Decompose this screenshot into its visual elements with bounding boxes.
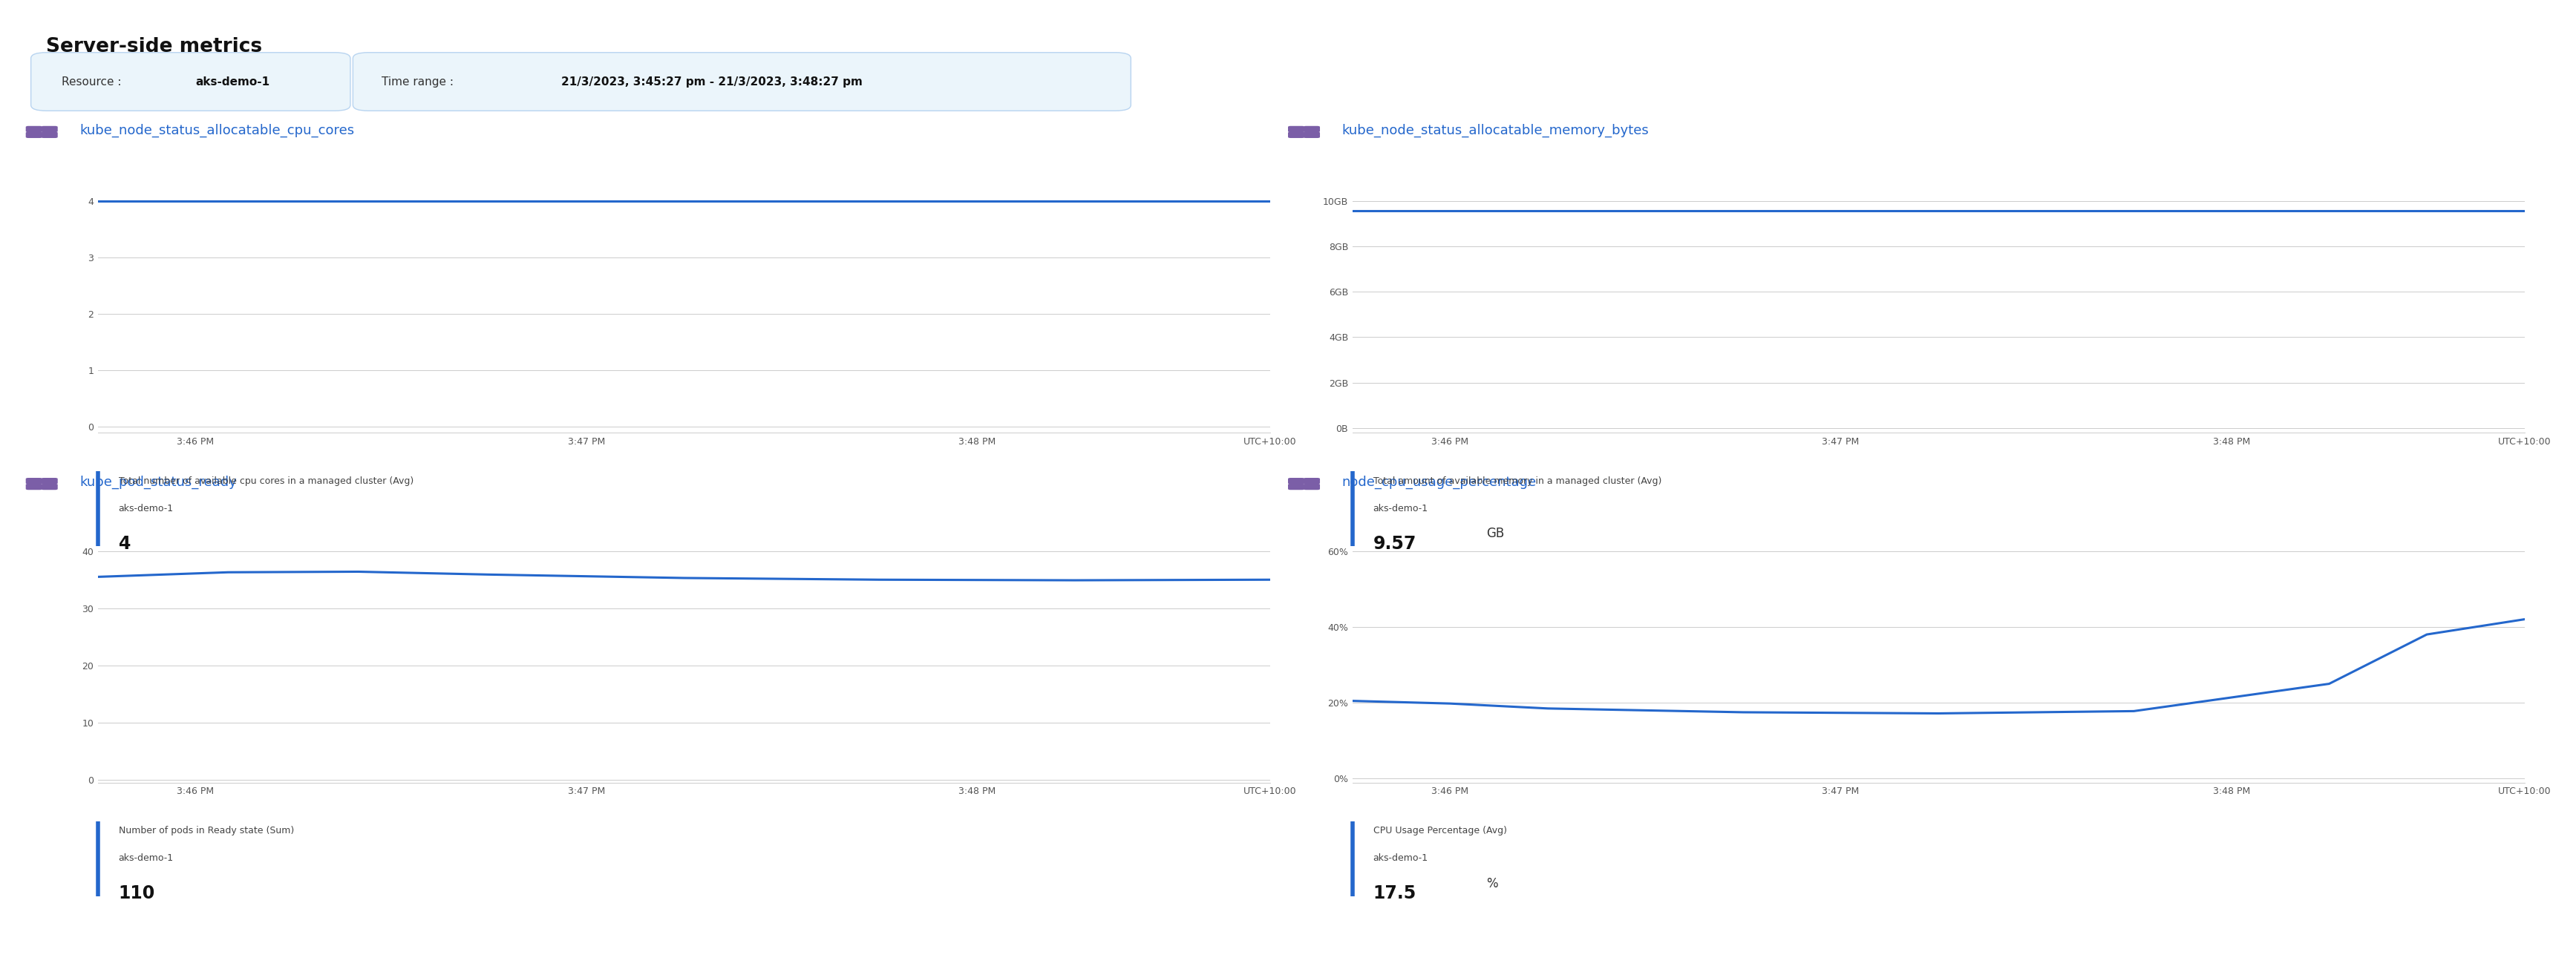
FancyBboxPatch shape: [31, 52, 350, 111]
FancyBboxPatch shape: [41, 126, 57, 132]
FancyBboxPatch shape: [26, 132, 41, 138]
Text: Time range :: Time range :: [381, 76, 456, 87]
FancyBboxPatch shape: [1303, 478, 1319, 484]
Text: 110: 110: [118, 885, 155, 902]
Text: node_cpu_usage_percentage: node_cpu_usage_percentage: [1342, 475, 1538, 489]
Text: 21/3/2023, 3:45:27 pm - 21/3/2023, 3:48:27 pm: 21/3/2023, 3:45:27 pm - 21/3/2023, 3:48:…: [562, 76, 863, 87]
Text: aks-demo-1: aks-demo-1: [196, 76, 270, 87]
Text: CPU Usage Percentage (Avg): CPU Usage Percentage (Avg): [1373, 826, 1507, 836]
Text: %: %: [1486, 877, 1499, 890]
Text: Resource :: Resource :: [62, 76, 126, 87]
FancyBboxPatch shape: [1288, 478, 1303, 484]
FancyBboxPatch shape: [41, 484, 57, 490]
FancyBboxPatch shape: [26, 478, 41, 484]
FancyBboxPatch shape: [1303, 132, 1319, 138]
FancyBboxPatch shape: [1303, 484, 1319, 490]
Text: Number of pods in Ready state (Sum): Number of pods in Ready state (Sum): [118, 826, 294, 836]
Text: Total amount of available memory in a managed cluster (Avg): Total amount of available memory in a ma…: [1373, 476, 1662, 486]
FancyBboxPatch shape: [1288, 132, 1303, 138]
Text: 4: 4: [118, 535, 131, 552]
Text: Server-side metrics: Server-side metrics: [46, 37, 263, 56]
Text: 17.5: 17.5: [1373, 885, 1417, 902]
Text: kube_pod_status_ready: kube_pod_status_ready: [80, 475, 237, 489]
Text: kube_node_status_allocatable_cpu_cores: kube_node_status_allocatable_cpu_cores: [80, 123, 355, 137]
FancyBboxPatch shape: [41, 478, 57, 484]
FancyBboxPatch shape: [26, 126, 41, 132]
Text: Total number of available cpu cores in a managed cluster (Avg): Total number of available cpu cores in a…: [118, 476, 412, 486]
Text: aks-demo-1: aks-demo-1: [1373, 853, 1427, 863]
FancyBboxPatch shape: [1288, 484, 1303, 490]
FancyBboxPatch shape: [1303, 126, 1319, 132]
FancyBboxPatch shape: [41, 132, 57, 138]
FancyBboxPatch shape: [26, 484, 41, 490]
Text: 9.57: 9.57: [1373, 535, 1417, 552]
Text: aks-demo-1: aks-demo-1: [118, 503, 173, 513]
Text: aks-demo-1: aks-demo-1: [1373, 503, 1427, 513]
Text: kube_node_status_allocatable_memory_bytes: kube_node_status_allocatable_memory_byte…: [1342, 123, 1649, 137]
FancyBboxPatch shape: [353, 52, 1131, 111]
Text: GB: GB: [1486, 527, 1504, 540]
FancyBboxPatch shape: [1288, 126, 1303, 132]
Text: aks-demo-1: aks-demo-1: [118, 853, 173, 863]
